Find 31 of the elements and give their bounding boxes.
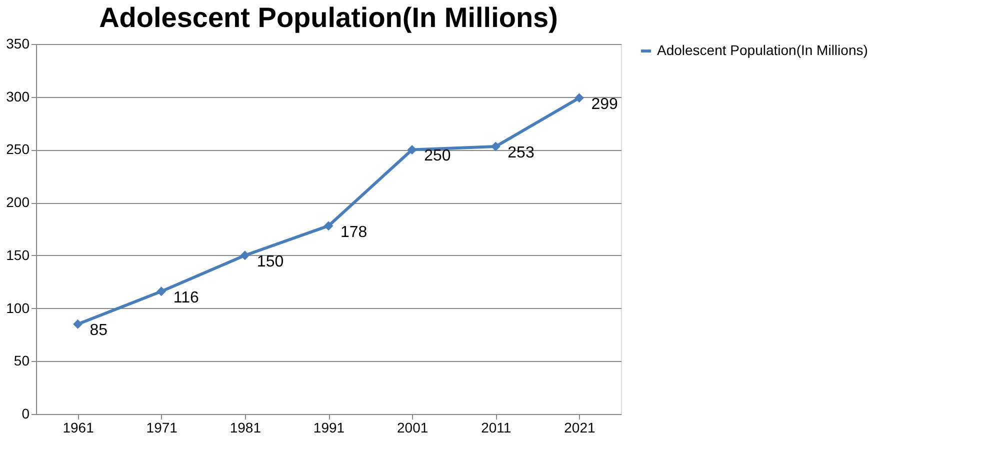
x-tick-label: 1991	[313, 420, 345, 436]
x-tick-label: 1961	[62, 420, 94, 436]
y-tick-label: 100	[6, 300, 30, 316]
point	[324, 221, 334, 231]
data-label: 253	[508, 144, 534, 162]
y-tick-label: 0	[22, 406, 30, 422]
x-tick-label: 1971	[146, 420, 178, 436]
legend-label: Adolescent Population(In Millions)	[657, 42, 868, 58]
point	[240, 250, 250, 260]
x-tick-label: 1981	[230, 420, 262, 436]
y-tick-label: 350	[6, 36, 30, 52]
y-tick-label: 150	[6, 246, 30, 263]
data-label: 85	[90, 322, 108, 340]
y-tick-label: 50	[14, 352, 30, 369]
chart-title: Adolescent Population(In Millions)	[99, 2, 558, 33]
x-tick-label: 2011	[481, 420, 512, 436]
y-tick-label: 200	[6, 194, 30, 210]
data-label: 116	[173, 289, 199, 306]
y-tick-label: 250	[6, 141, 30, 158]
x-tick-label: 2021	[564, 420, 596, 436]
data-label: 250	[424, 148, 451, 165]
point	[156, 286, 166, 296]
data-label: 150	[256, 253, 284, 270]
point	[574, 93, 584, 103]
y-tick-label: 300	[6, 88, 30, 104]
x-tick-label: 2001	[396, 420, 428, 436]
data-label: 178	[340, 224, 368, 241]
point	[407, 144, 417, 154]
point	[73, 319, 83, 329]
data-label: 299	[591, 96, 618, 113]
point	[490, 142, 500, 152]
